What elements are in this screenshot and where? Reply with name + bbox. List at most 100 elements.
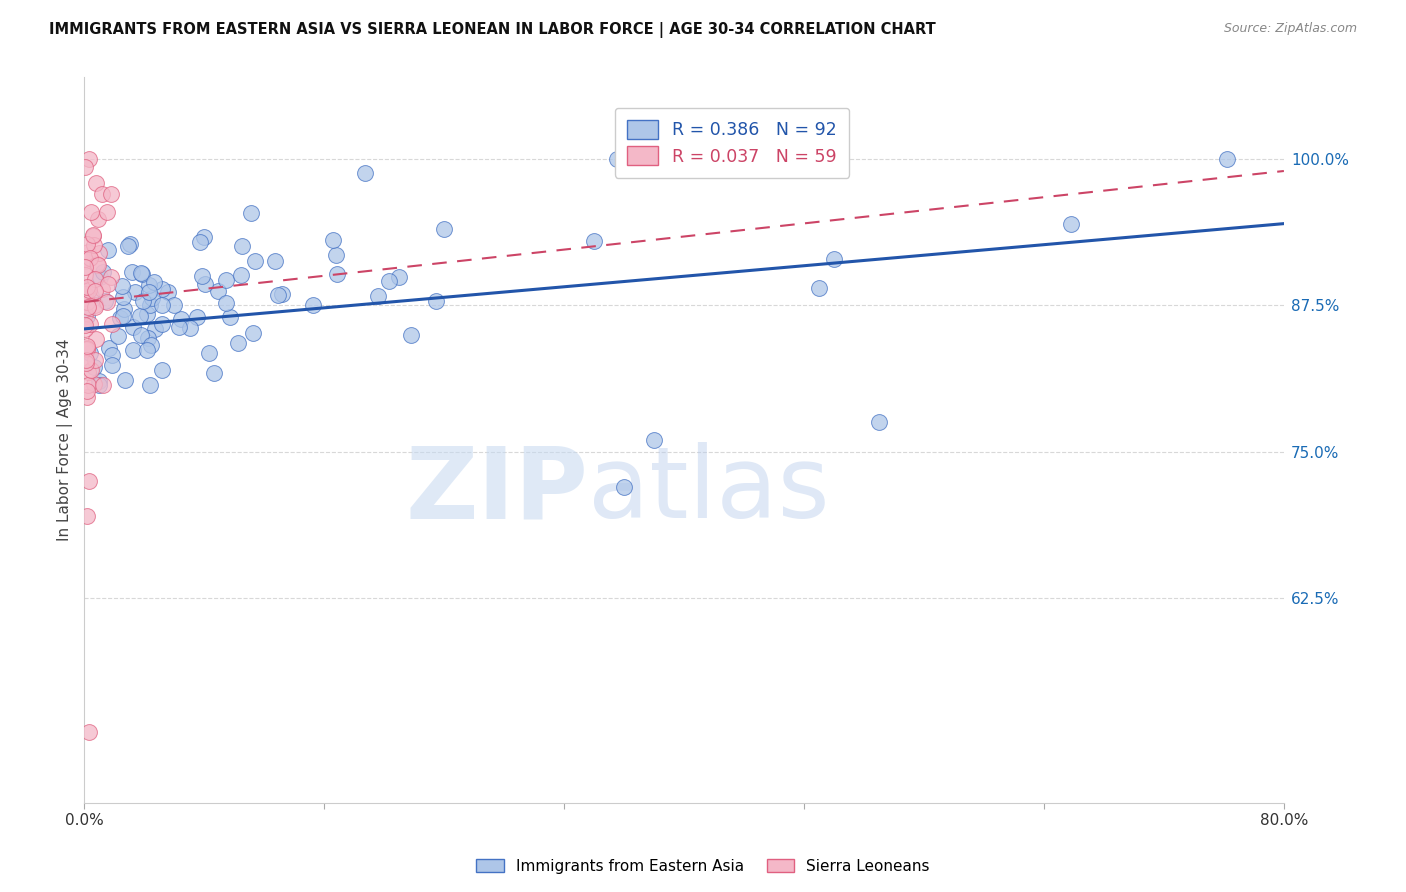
Point: [613, 480, 636, 494]
Point: [76, 508, 98, 523]
Point: [83, 284, 105, 298]
Point: [141, 337, 163, 351]
Point: [114, 373, 136, 387]
Point: [188, 235, 211, 249]
Point: [80, 289, 103, 303]
Point: [150, 363, 173, 377]
Point: [84, 332, 107, 346]
Text: atlas: atlas: [588, 442, 830, 540]
Point: [325, 248, 347, 262]
Point: [121, 265, 143, 279]
Point: [135, 343, 157, 357]
Point: [76, 341, 98, 355]
Point: [77, 153, 100, 167]
Text: IMMIGRANTS FROM EASTERN ASIA VS SIERRA LEONEAN IN LABOR FORCE | AGE 30-34 CORREL: IMMIGRANTS FROM EASTERN ASIA VS SIERRA L…: [49, 22, 936, 38]
Point: [76, 339, 98, 353]
Point: [84, 353, 107, 368]
Point: [89, 246, 111, 260]
Point: [83, 376, 105, 391]
Point: [77, 474, 100, 488]
Point: [107, 328, 129, 343]
Legend: Immigrants from Eastern Asia, Sierra Leoneans: Immigrants from Eastern Asia, Sierra Leo…: [470, 853, 936, 880]
Point: [100, 187, 122, 202]
Point: [96, 294, 118, 309]
Text: ZIP: ZIP: [405, 442, 588, 540]
Point: [86, 257, 108, 271]
Point: [167, 319, 190, 334]
Point: [433, 222, 456, 236]
Point: [83, 272, 105, 286]
Point: [823, 252, 845, 266]
Point: [112, 290, 135, 304]
Point: [245, 254, 267, 268]
Point: [325, 268, 347, 282]
Point: [100, 348, 122, 362]
Point: [73, 287, 96, 301]
Point: [76, 295, 98, 310]
Point: [583, 234, 606, 248]
Point: [226, 335, 249, 350]
Point: [124, 285, 146, 299]
Point: [868, 416, 890, 430]
Point: [80, 362, 103, 376]
Point: [264, 254, 287, 268]
Point: [136, 331, 159, 345]
Point: [138, 285, 160, 299]
Point: [76, 236, 98, 251]
Point: [98, 341, 121, 355]
Point: [129, 327, 152, 342]
Point: [231, 239, 253, 253]
Point: [169, 311, 191, 326]
Point: [194, 277, 217, 292]
Point: [271, 287, 294, 301]
Point: [229, 268, 252, 282]
Point: [388, 270, 411, 285]
Point: [87, 212, 110, 227]
Point: [606, 153, 628, 167]
Point: [141, 292, 163, 306]
Point: [101, 358, 124, 372]
Point: [117, 238, 139, 252]
Point: [73, 268, 96, 282]
Legend: R = 0.386   N = 92, R = 0.037   N = 59: R = 0.386 N = 92, R = 0.037 N = 59: [614, 108, 849, 178]
Point: [75, 353, 97, 368]
Point: [79, 346, 101, 360]
Point: [76, 294, 98, 309]
Point: [73, 260, 96, 274]
Point: [73, 161, 96, 175]
Point: [94, 293, 117, 308]
Point: [77, 725, 100, 739]
Point: [82, 229, 104, 244]
Point: [198, 346, 221, 360]
Point: [136, 307, 159, 321]
Point: [83, 298, 105, 312]
Point: [118, 237, 141, 252]
Point: [76, 384, 98, 398]
Point: [150, 298, 173, 312]
Point: [100, 270, 122, 285]
Point: [112, 310, 135, 324]
Point: [266, 288, 288, 302]
Point: [76, 280, 98, 294]
Point: [150, 282, 173, 296]
Point: [73, 252, 96, 266]
Point: [302, 298, 325, 312]
Point: [129, 266, 152, 280]
Point: [367, 288, 389, 302]
Point: [75, 356, 97, 370]
Point: [83, 238, 105, 252]
Point: [240, 206, 263, 220]
Point: [77, 365, 100, 379]
Point: [76, 281, 98, 295]
Point: [73, 342, 96, 356]
Point: [73, 253, 96, 268]
Point: [186, 310, 208, 325]
Point: [101, 317, 124, 331]
Point: [89, 374, 111, 388]
Point: [112, 302, 135, 317]
Point: [76, 300, 98, 314]
Point: [179, 321, 201, 335]
Point: [156, 285, 179, 300]
Point: [139, 298, 162, 312]
Point: [76, 282, 98, 296]
